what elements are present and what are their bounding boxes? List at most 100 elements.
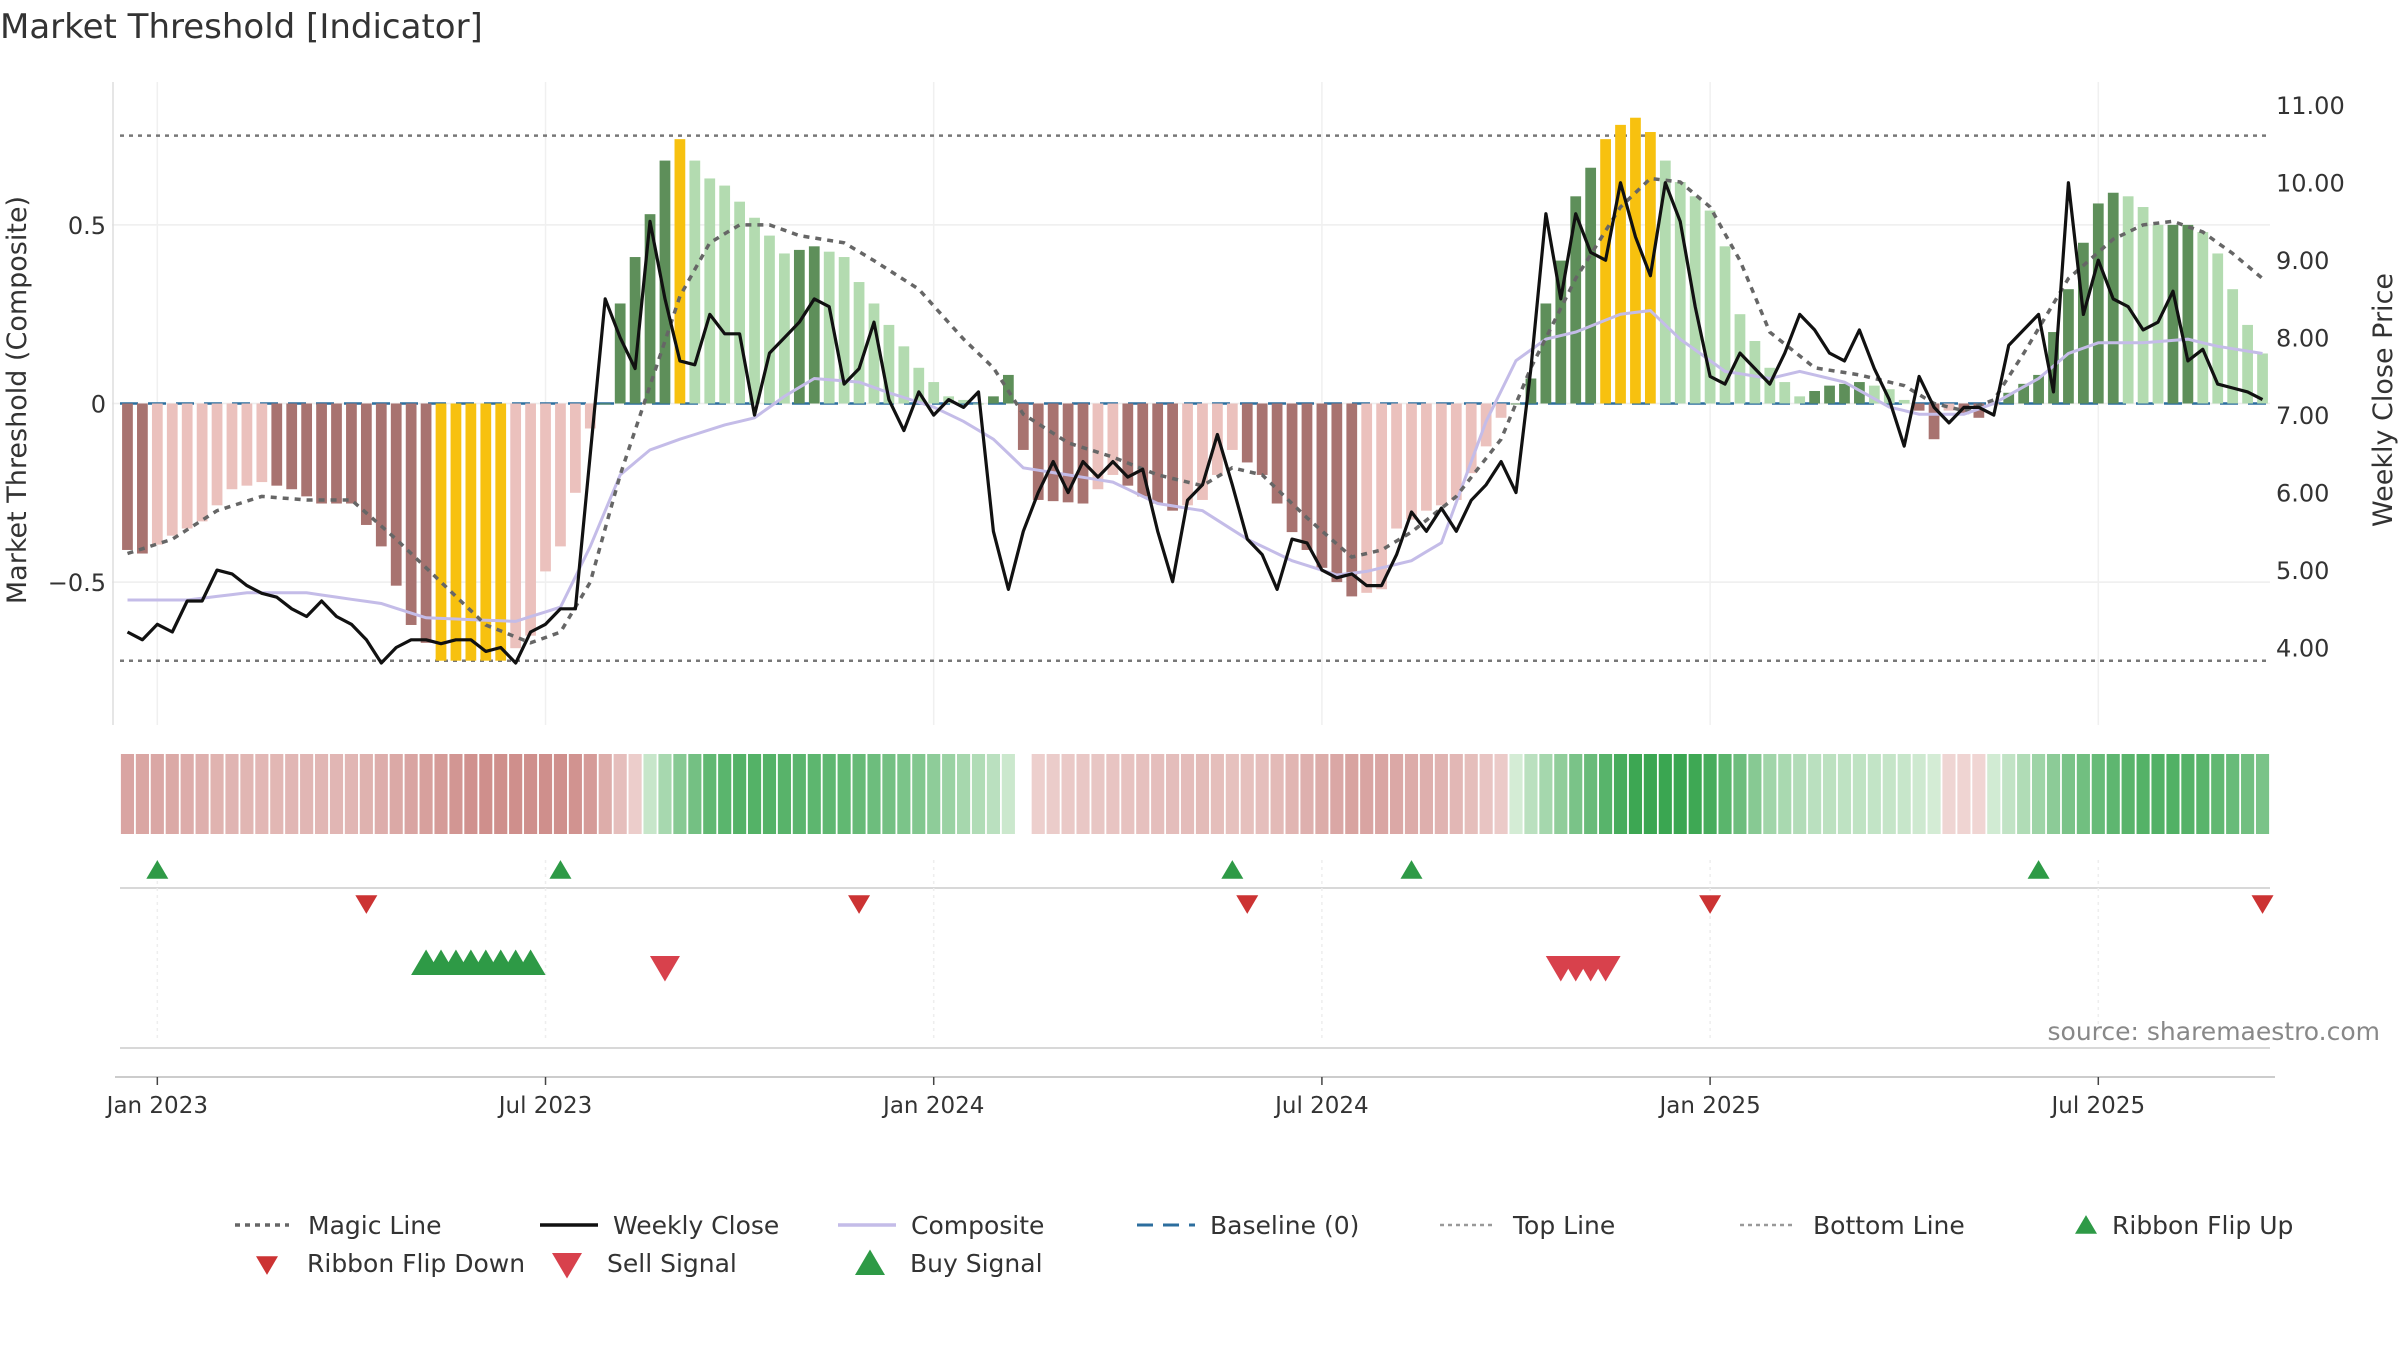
ribbon-cell bbox=[135, 754, 149, 834]
composite-bar bbox=[1719, 246, 1731, 404]
ribbon-cell bbox=[986, 754, 1001, 834]
composite-bar bbox=[405, 403, 417, 625]
composite-bar bbox=[1167, 403, 1178, 511]
ribbon-cell bbox=[1539, 754, 1553, 834]
ribbon-cell bbox=[1673, 754, 1687, 834]
composite-bar bbox=[390, 403, 402, 586]
ribbon-cell bbox=[359, 754, 373, 834]
composite-bar bbox=[1674, 182, 1686, 404]
ribbon-cell bbox=[180, 754, 194, 834]
ribbon-cell bbox=[2046, 754, 2061, 834]
ribbon-cell bbox=[419, 754, 433, 834]
composite-bar bbox=[1928, 403, 1940, 440]
composite-bar bbox=[689, 160, 701, 404]
ribbon-cell bbox=[538, 754, 553, 834]
composite-bar bbox=[1854, 382, 1865, 404]
ribbon-cell bbox=[1419, 754, 1433, 834]
x-tick-label: Jul 2024 bbox=[1273, 1093, 1369, 1119]
legend-swatch bbox=[2075, 1215, 2097, 1234]
ribbon-cell bbox=[673, 754, 687, 834]
composite-bar bbox=[495, 403, 507, 661]
composite-bar bbox=[838, 257, 850, 404]
legend-item-flip_up: Ribbon Flip Up bbox=[2075, 1211, 2293, 1240]
y-axis-right-label: Weekly Close Price bbox=[2368, 273, 2399, 527]
ribbon-flip-down-marker bbox=[1699, 895, 1722, 914]
ribbon-cell bbox=[2091, 754, 2105, 834]
composite-bar bbox=[1002, 374, 1014, 404]
composite-bar bbox=[1271, 403, 1283, 504]
legend-label: Magic Line bbox=[308, 1211, 442, 1240]
ribbon-cell bbox=[270, 754, 284, 834]
ribbon-cell bbox=[1763, 754, 1777, 834]
composite-bar bbox=[898, 346, 910, 404]
composite-bar bbox=[764, 235, 775, 404]
ribbon-cell bbox=[1031, 754, 1045, 834]
ribbon-cell bbox=[1061, 754, 1075, 834]
ribbon-cell bbox=[1897, 754, 1911, 834]
ribbon-cell bbox=[1927, 754, 1941, 834]
composite-bar bbox=[1286, 403, 1298, 533]
ribbon-cell bbox=[120, 754, 135, 834]
weekly-close-line bbox=[126, 181, 2264, 665]
legend-label: Composite bbox=[911, 1211, 1044, 1240]
composite-bar bbox=[614, 303, 626, 404]
ribbon-cell bbox=[658, 754, 672, 834]
composite-bar bbox=[599, 403, 611, 405]
composite-bar bbox=[331, 403, 342, 504]
ribbon-cell bbox=[300, 754, 314, 834]
y-right-tick-label: 11.00 bbox=[2276, 92, 2345, 120]
ribbon-flip-up-marker bbox=[2027, 860, 2050, 879]
ribbon-cell bbox=[150, 754, 164, 834]
legend-item-close: Weekly Close bbox=[540, 1211, 779, 1240]
ribbon-cell bbox=[688, 754, 702, 834]
composite-bar bbox=[375, 403, 387, 547]
ribbon-cell bbox=[210, 754, 224, 834]
ribbon-cell bbox=[1808, 754, 1822, 834]
ribbon-cell bbox=[2151, 754, 2165, 834]
ribbon-cell bbox=[2255, 754, 2270, 834]
ribbon-flip-up-marker bbox=[1400, 860, 1423, 879]
composite-bar bbox=[734, 201, 745, 404]
ribbon-cell bbox=[1778, 754, 1792, 834]
composite-bar bbox=[1809, 390, 1820, 404]
composite-bar bbox=[2182, 224, 2194, 404]
y-right-tick-label: 10.00 bbox=[2276, 170, 2345, 198]
ribbon-cell bbox=[1330, 754, 1344, 834]
ribbon-cell bbox=[643, 754, 657, 834]
composite-bar bbox=[659, 160, 671, 404]
ribbon-cell bbox=[553, 754, 568, 834]
legend-label: Ribbon Flip Up bbox=[2112, 1211, 2293, 1240]
ribbon-cell bbox=[1957, 754, 1971, 834]
ribbon-cell bbox=[1091, 754, 1105, 834]
y-right-tick-label: 9.00 bbox=[2276, 247, 2329, 275]
composite-bar bbox=[1406, 403, 1417, 520]
ribbon-cell bbox=[747, 754, 762, 834]
ribbon-cell bbox=[598, 754, 612, 834]
ribbon-cell bbox=[2226, 754, 2240, 834]
composite-bar bbox=[1495, 403, 1507, 418]
composite-bar bbox=[2033, 374, 2044, 404]
ribbon-cell bbox=[1434, 754, 1448, 834]
legend-label: Top Line bbox=[1512, 1211, 1615, 1240]
ribbon-cell bbox=[1852, 754, 1866, 834]
ribbon-cell bbox=[1987, 754, 2001, 834]
ribbon-cell bbox=[568, 754, 582, 834]
composite-bar bbox=[2122, 196, 2134, 404]
legend-label: Ribbon Flip Down bbox=[307, 1249, 525, 1278]
ribbon-cell bbox=[957, 754, 971, 834]
composite-bars bbox=[122, 117, 2268, 661]
ribbon-cell bbox=[1748, 754, 1762, 834]
legend-item-bottom: Bottom Line bbox=[1740, 1211, 1965, 1240]
composite-bar bbox=[1047, 403, 1059, 502]
composite-bar bbox=[1525, 378, 1537, 404]
composite-bar bbox=[749, 217, 760, 404]
ribbon-cell bbox=[1494, 754, 1508, 834]
composite-bar bbox=[868, 303, 880, 404]
composite-bar bbox=[1824, 385, 1835, 404]
ribbon-cell bbox=[1822, 754, 1837, 834]
ribbon-cell bbox=[2076, 754, 2090, 834]
composite-bar bbox=[2167, 224, 2179, 404]
composite-bar bbox=[1256, 403, 1268, 475]
ribbon-cell bbox=[912, 754, 926, 834]
composite-bar bbox=[823, 251, 835, 404]
